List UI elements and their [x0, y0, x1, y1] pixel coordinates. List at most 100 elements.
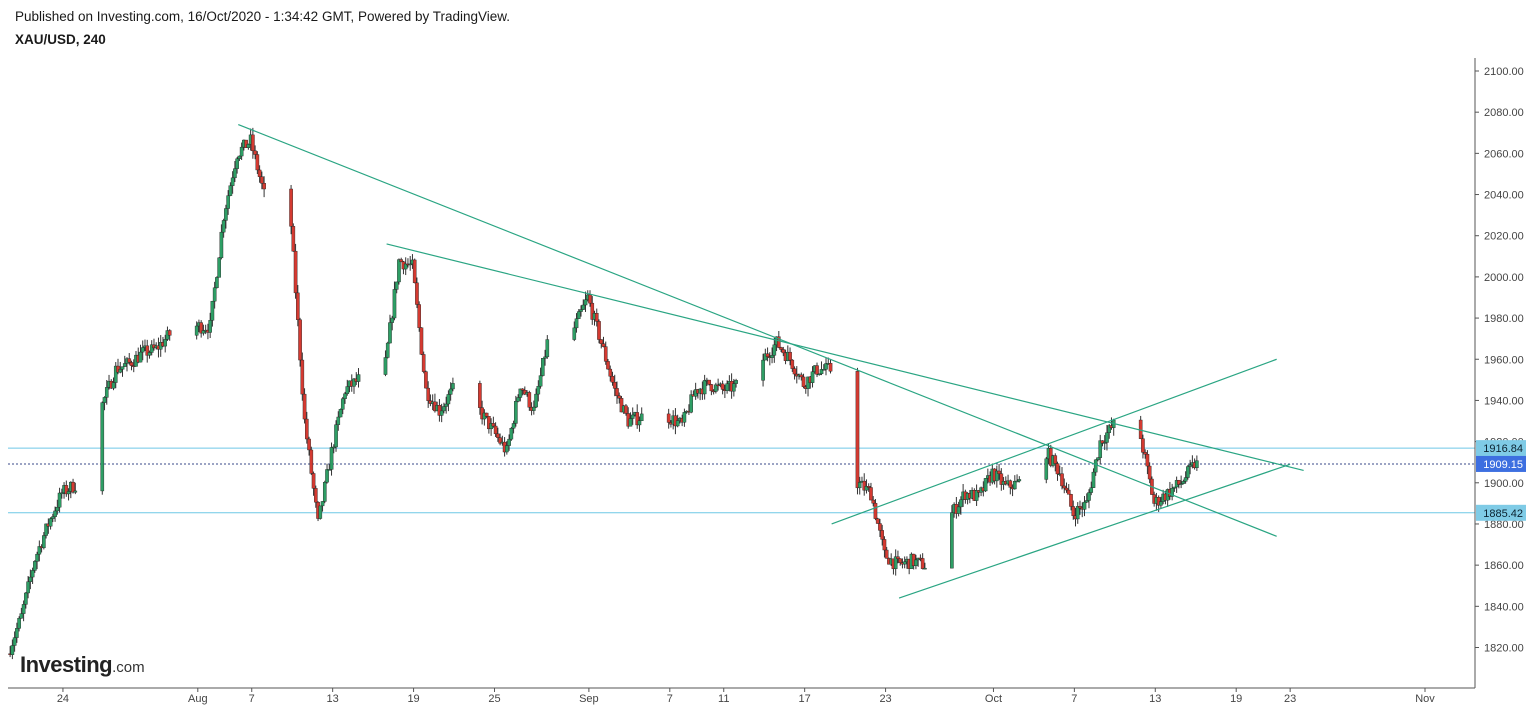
candle-down: [167, 330, 172, 336]
candle-up: [325, 469, 329, 483]
y-tick-label: 1980.00: [1484, 313, 1524, 325]
candle-up: [974, 490, 979, 501]
candle-down: [720, 383, 725, 390]
candle-up: [104, 387, 109, 398]
logo-suffix: .com: [112, 659, 145, 676]
candle-up: [343, 393, 347, 399]
candle-up: [732, 383, 736, 392]
trendline: [831, 358, 1277, 525]
candle-up: [73, 490, 78, 493]
candle-up: [857, 482, 862, 489]
x-tick-label: 11: [718, 693, 729, 705]
candle-down: [1062, 485, 1067, 489]
candle-up: [42, 535, 46, 549]
candle-up: [51, 516, 55, 519]
candle-down: [199, 322, 203, 334]
candle-down: [878, 523, 882, 531]
candle-up: [12, 637, 17, 646]
candle-up: [320, 501, 325, 507]
candle-up: [923, 567, 927, 570]
candle-up: [956, 506, 961, 514]
candle-up: [44, 523, 48, 536]
chart-axes: 1820.001840.001860.001880.001900.001920.…: [8, 58, 1524, 705]
last-price-tag-bg: [1476, 455, 1526, 472]
candle-down: [999, 473, 1004, 485]
candle-up: [338, 409, 343, 418]
candle-up: [821, 369, 826, 371]
candle-up: [446, 394, 451, 405]
candle-up: [390, 317, 395, 323]
candle-up: [1098, 440, 1103, 458]
candle-up: [579, 309, 583, 312]
candle-down: [293, 250, 298, 294]
candle-up: [147, 352, 152, 356]
horizontal-levels: [8, 447, 1475, 514]
candle-up: [340, 398, 345, 410]
candle-down: [71, 481, 75, 493]
candle-up: [215, 277, 219, 288]
candle-up: [518, 388, 523, 398]
candle-down: [1069, 494, 1073, 507]
candle-down: [1071, 506, 1076, 516]
candle-up: [509, 428, 514, 440]
candle-up: [33, 561, 37, 571]
candle-up: [959, 499, 963, 508]
candle-down: [1064, 487, 1069, 491]
candle-down: [790, 359, 795, 369]
x-tick-label: 23: [879, 693, 891, 705]
x-tick-label: Sep: [579, 693, 599, 705]
y-tick-label: 1880.00: [1484, 519, 1524, 531]
candle-down: [491, 423, 496, 427]
candle-down: [262, 183, 266, 190]
y-tick-label: 2040.00: [1484, 190, 1524, 202]
candle-up: [327, 469, 332, 471]
candle-down: [302, 393, 307, 420]
candle-up: [639, 413, 644, 422]
candle-up: [35, 553, 39, 562]
candle-up: [113, 365, 118, 383]
candle-down: [1053, 455, 1058, 464]
candle-down: [1066, 489, 1071, 495]
candle-up: [322, 481, 327, 502]
candle-up: [331, 446, 336, 449]
x-tick-label: Aug: [188, 693, 208, 705]
candle-up: [149, 344, 154, 353]
candle-down: [305, 418, 309, 440]
x-tick-label: 7: [249, 693, 255, 705]
candle-down: [606, 361, 610, 370]
candle-down: [415, 282, 419, 305]
candle-up: [817, 373, 822, 376]
candle-up: [505, 445, 509, 453]
candle-down: [296, 292, 300, 320]
candle-down: [1008, 480, 1013, 488]
candle-up: [246, 144, 251, 148]
candle-up: [208, 320, 212, 333]
candle-down: [599, 339, 604, 344]
level-price-tag-label: 1916.84: [1483, 443, 1523, 455]
y-tick-label: 1820.00: [1484, 643, 1524, 655]
candle-up: [1087, 492, 1091, 501]
candlestick-series: [8, 127, 1199, 660]
candle-down: [1177, 480, 1181, 485]
candle-up: [219, 231, 224, 259]
candle-up: [100, 402, 105, 492]
candle-up: [545, 339, 550, 358]
candle-up: [37, 546, 42, 555]
candle-down: [127, 358, 132, 363]
candle-up: [118, 369, 123, 373]
candle-up: [352, 378, 356, 387]
candle-down: [399, 259, 404, 262]
candle-down: [1147, 465, 1152, 480]
candle-up: [1102, 442, 1107, 444]
candle-down: [624, 405, 628, 414]
candle-down: [866, 486, 871, 488]
candle-down: [873, 502, 878, 519]
trendline: [898, 463, 1291, 599]
candle-down: [716, 384, 720, 387]
x-tick-label: 17: [799, 693, 811, 705]
candle-down: [298, 319, 302, 361]
candle-up: [102, 397, 107, 403]
candle-down: [1055, 463, 1060, 475]
candle-down: [311, 473, 316, 489]
